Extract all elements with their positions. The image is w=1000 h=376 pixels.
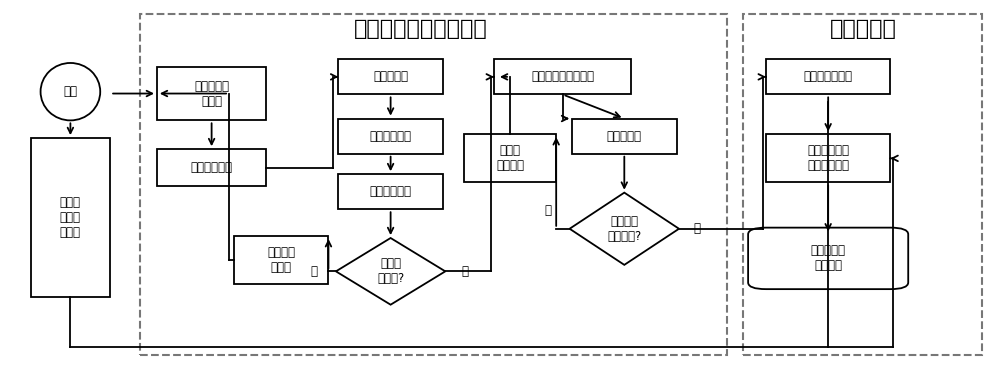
FancyBboxPatch shape xyxy=(338,174,443,209)
FancyBboxPatch shape xyxy=(31,138,110,297)
Text: 二分法
选取阈值: 二分法 选取阈值 xyxy=(496,144,524,172)
Text: 均匀化分析: 均匀化分析 xyxy=(607,130,642,143)
FancyBboxPatch shape xyxy=(157,67,266,120)
Text: 夹芯板构造: 夹芯板构造 xyxy=(830,19,896,39)
Text: 均匀化分析: 均匀化分析 xyxy=(373,70,408,83)
Text: 将超材料填充
进夹芯结构中: 将超材料填充 进夹芯结构中 xyxy=(807,144,849,172)
FancyBboxPatch shape xyxy=(338,59,443,94)
FancyBboxPatch shape xyxy=(234,236,328,284)
Text: 形成优化模型: 形成优化模型 xyxy=(370,130,412,143)
Text: 建立超材料
基结构: 建立超材料 基结构 xyxy=(194,80,229,108)
Text: 建立夹
芯板总
体结构: 建立夹 芯板总 体结构 xyxy=(60,196,81,239)
Text: 满足收
敛精度?: 满足收 敛精度? xyxy=(377,257,404,285)
FancyBboxPatch shape xyxy=(157,149,266,186)
Text: 否: 否 xyxy=(311,265,318,278)
Ellipse shape xyxy=(41,63,100,120)
FancyBboxPatch shape xyxy=(338,118,443,154)
FancyBboxPatch shape xyxy=(766,59,890,94)
Text: 获得超材料构型: 获得超材料构型 xyxy=(804,70,853,83)
Text: 满足弹性
模量约束?: 满足弹性 模量约束? xyxy=(607,215,641,243)
FancyBboxPatch shape xyxy=(766,134,890,182)
Text: 否: 否 xyxy=(544,204,551,217)
Text: 对拓扑变量进行反演: 对拓扑变量进行反演 xyxy=(531,70,594,83)
FancyBboxPatch shape xyxy=(748,227,908,289)
Text: 更新有限
元模型: 更新有限 元模型 xyxy=(267,246,295,274)
Polygon shape xyxy=(336,238,445,305)
Text: 是: 是 xyxy=(462,265,469,278)
Text: 求解优化模型: 求解优化模型 xyxy=(370,185,412,198)
FancyBboxPatch shape xyxy=(572,118,677,154)
Text: 夹芯板填充超材料设计: 夹芯板填充超材料设计 xyxy=(354,19,487,39)
Text: 开始: 开始 xyxy=(63,85,77,98)
Text: 获取负热膨
胀夹芯板: 获取负热膨 胀夹芯板 xyxy=(811,244,846,272)
Polygon shape xyxy=(570,193,679,265)
FancyBboxPatch shape xyxy=(464,134,556,182)
Text: 是: 是 xyxy=(693,222,700,235)
FancyBboxPatch shape xyxy=(494,59,631,94)
Text: 输入优化参数: 输入优化参数 xyxy=(191,161,233,174)
